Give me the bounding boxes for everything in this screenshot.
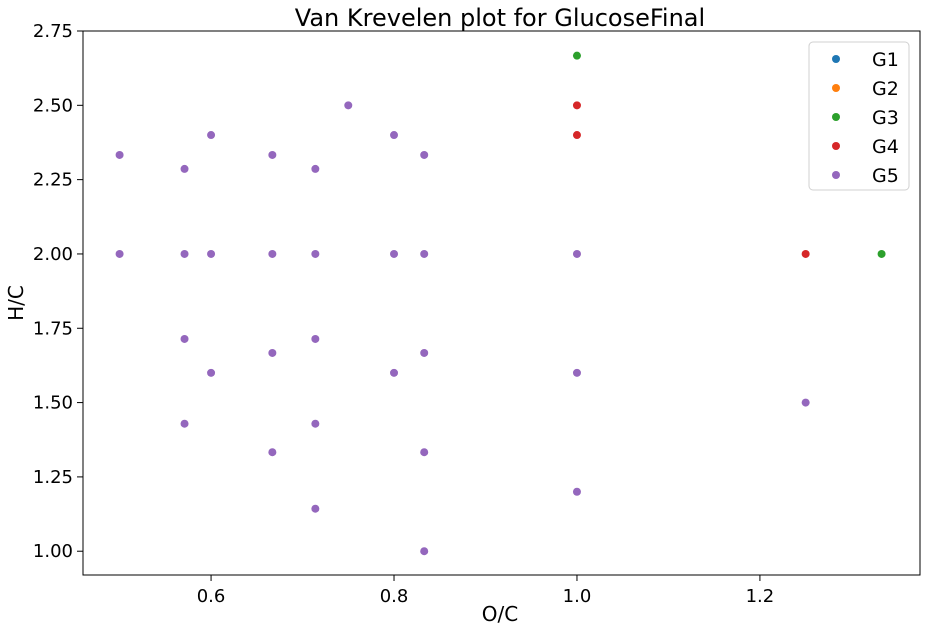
legend-marker-g1 bbox=[832, 55, 840, 63]
x-tick-label: 1.2 bbox=[746, 586, 775, 607]
y-tick-label: 1.00 bbox=[33, 541, 73, 562]
data-point-g5 bbox=[572, 487, 581, 496]
data-point-g5 bbox=[801, 398, 810, 407]
data-point-g5 bbox=[268, 150, 277, 159]
x-tick-label: 0.8 bbox=[380, 586, 409, 607]
data-point-g5 bbox=[207, 368, 216, 377]
points-layer bbox=[115, 51, 886, 556]
legend-label-g5: G5 bbox=[872, 165, 899, 187]
data-point-g5 bbox=[420, 348, 429, 357]
data-point-g4 bbox=[572, 101, 581, 110]
data-point-g5 bbox=[311, 419, 320, 428]
legend-label-g4: G4 bbox=[872, 136, 899, 158]
data-point-g5 bbox=[390, 368, 399, 377]
legend-label-g2: G2 bbox=[872, 78, 899, 100]
data-point-g4 bbox=[801, 249, 810, 258]
x-tick-label: 1.0 bbox=[563, 586, 592, 607]
data-point-g5 bbox=[115, 150, 124, 159]
data-point-g5 bbox=[572, 249, 581, 258]
legend: G1 G2 G3 G4 G5 bbox=[808, 41, 910, 191]
data-point-g5 bbox=[311, 249, 320, 258]
legend-label-g3: G3 bbox=[872, 107, 899, 129]
data-point-g5 bbox=[420, 448, 429, 457]
data-point-g5 bbox=[311, 164, 320, 173]
data-point-g5 bbox=[420, 547, 429, 556]
data-point-g5 bbox=[207, 249, 216, 258]
data-point-g5 bbox=[180, 164, 189, 173]
legend-marker-g4 bbox=[832, 142, 840, 150]
y-tick-label: 1.25 bbox=[33, 467, 73, 488]
x-axis-label: O/C bbox=[482, 602, 518, 626]
data-point-g5 bbox=[180, 249, 189, 258]
data-point-g5 bbox=[207, 131, 216, 140]
legend-marker-g3 bbox=[832, 113, 840, 121]
data-point-g5 bbox=[572, 368, 581, 377]
data-point-g5 bbox=[268, 448, 277, 457]
x-tick-label: 0.6 bbox=[197, 586, 226, 607]
data-point-g5 bbox=[268, 249, 277, 258]
legend-label-g1: G1 bbox=[872, 49, 899, 71]
data-point-g3 bbox=[572, 51, 581, 60]
plot-frame bbox=[82, 30, 921, 576]
y-tick-label: 2.75 bbox=[33, 21, 73, 42]
y-axis: 1.00 1.25 1.50 1.75 2.00 2.25 2.50 2.75 bbox=[33, 21, 83, 562]
data-point-g5 bbox=[420, 249, 429, 258]
data-point-g5 bbox=[344, 101, 353, 110]
data-point-g5 bbox=[115, 249, 124, 258]
data-point-g5 bbox=[180, 334, 189, 343]
y-tick-label: 2.50 bbox=[33, 95, 73, 116]
data-point-g5 bbox=[311, 334, 320, 343]
data-point-g5 bbox=[268, 348, 277, 357]
legend-marker-g2 bbox=[832, 84, 840, 92]
data-point-g5 bbox=[390, 131, 399, 140]
legend-box bbox=[808, 41, 910, 191]
data-point-g5 bbox=[180, 419, 189, 428]
data-point-g3 bbox=[877, 249, 886, 258]
y-tick-label: 1.50 bbox=[33, 393, 73, 414]
chart-title: Van Krevelen plot for GlucoseFinal bbox=[295, 4, 705, 32]
x-axis: 0.6 0.8 1.0 1.2 bbox=[197, 575, 774, 607]
y-axis-label: H/C bbox=[4, 285, 28, 321]
y-tick-label: 2.25 bbox=[33, 170, 73, 191]
plot-area bbox=[82, 30, 921, 576]
y-tick-label: 2.00 bbox=[33, 244, 73, 265]
legend-marker-g5 bbox=[832, 171, 840, 179]
data-point-g4 bbox=[572, 131, 581, 140]
data-point-g5 bbox=[311, 504, 320, 513]
data-point-g5 bbox=[390, 249, 399, 258]
data-point-g5 bbox=[420, 150, 429, 159]
y-tick-label: 1.75 bbox=[33, 318, 73, 339]
